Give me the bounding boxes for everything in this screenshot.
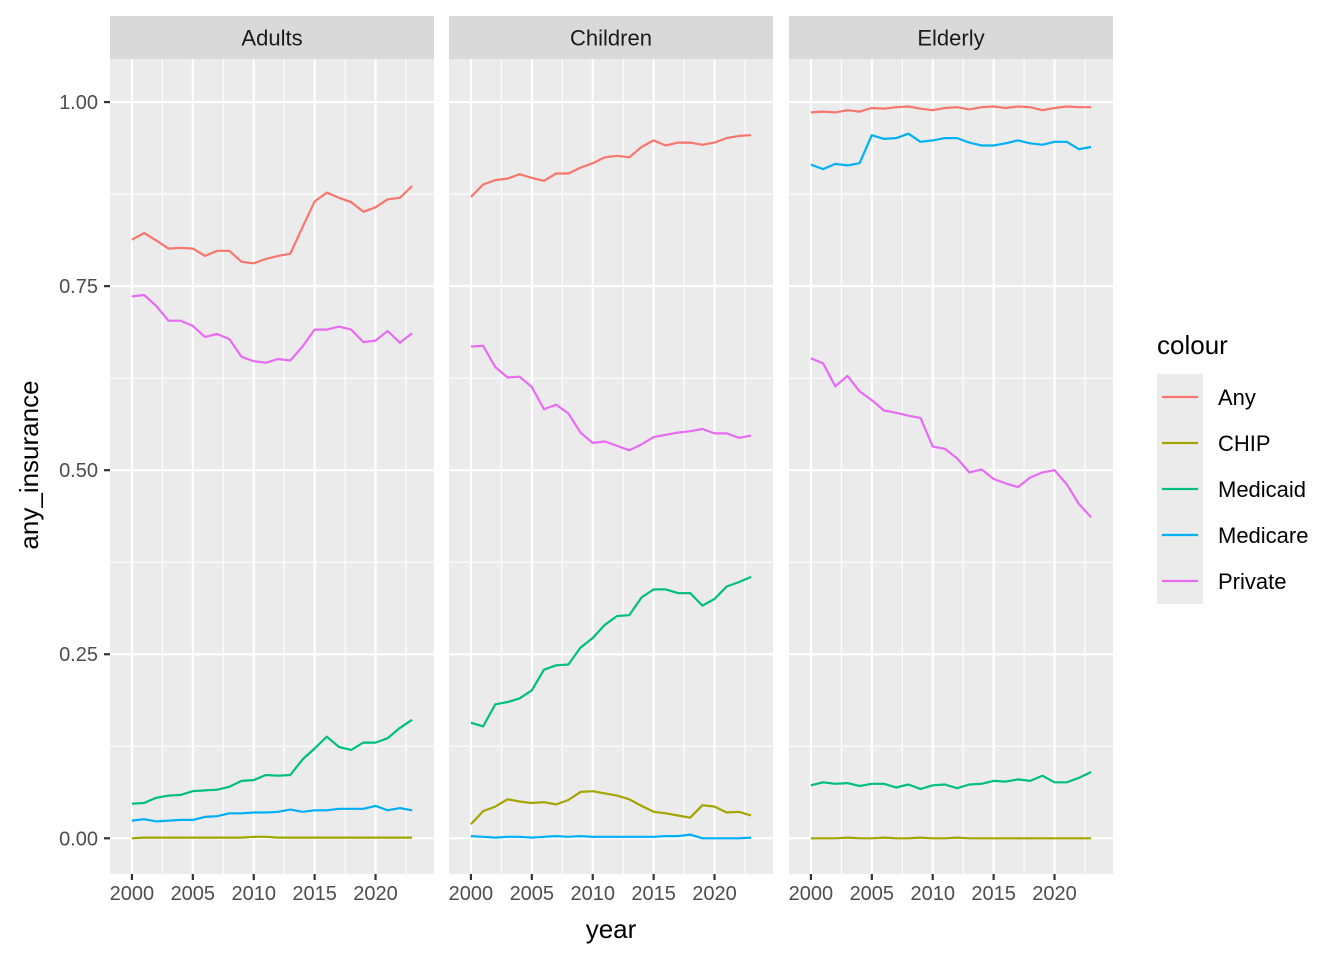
y-axis: 0.00 0.25 0.50 0.75 1.00 — [59, 92, 110, 850]
panel-adults: Adults — [110, 16, 434, 874]
series-line-private — [810, 357, 1092, 519]
x-tick-label: 2000 — [449, 883, 494, 905]
x-tick-label: 2005 — [510, 883, 555, 905]
legend-label: Any — [1218, 385, 1256, 410]
panel-background — [110, 59, 434, 874]
legend-item-private: Private — [1162, 569, 1286, 594]
x-tick-label: 2010 — [231, 883, 276, 905]
series-line-any — [131, 185, 413, 265]
x-tick-label: 2005 — [171, 883, 216, 905]
series-line-chip — [810, 836, 1092, 840]
x-tick-label: 2020 — [692, 883, 737, 905]
series-line-medicare — [470, 833, 752, 840]
y-tick-label: 0.50 — [59, 460, 98, 482]
y-tick-label: 0.25 — [59, 644, 98, 666]
x-axes: 2000 2005 2010 2015 2020 2000 2005 2010 2015 2020… — [110, 874, 1077, 905]
x-tick-label: 2015 — [971, 883, 1016, 905]
legend-item-chip: CHIP — [1162, 431, 1271, 456]
x-tick-label: 2010 — [570, 883, 615, 905]
legend-label: Medicaid — [1218, 477, 1306, 502]
series-line-any — [470, 134, 752, 198]
legend-item-medicare: Medicare — [1162, 523, 1308, 548]
x-tick-label: 2010 — [910, 883, 955, 905]
panel-background — [449, 59, 773, 874]
panel-children: Children — [449, 16, 773, 874]
series-line-chip — [131, 835, 413, 840]
panels-layer: Adults Children Elderly — [110, 16, 1113, 874]
panel-elderly: Elderly — [789, 16, 1113, 874]
series-line-medicaid — [470, 575, 752, 728]
y-tick-label: 0.75 — [59, 276, 98, 298]
series-line-private — [131, 293, 413, 364]
x-tick-label: 2020 — [353, 883, 398, 905]
series-line-chip — [470, 790, 752, 826]
legend-item-medicaid: Medicaid — [1162, 477, 1306, 502]
series-line-medicare — [131, 804, 413, 823]
y-axis-title: any_insurance — [14, 380, 44, 549]
legend-item-any: Any — [1162, 385, 1256, 410]
legend: colour Any CHIP Medicaid Medicare Private — [1157, 330, 1308, 604]
x-tick-label: 2005 — [850, 883, 895, 905]
facet-strip-label: Children — [570, 26, 652, 51]
legend-label: Medicare — [1218, 523, 1308, 548]
legend-label: CHIP — [1218, 431, 1271, 456]
x-tick-label: 2015 — [631, 883, 676, 905]
series-line-private — [470, 344, 752, 452]
facet-strip-label: Elderly — [917, 26, 984, 51]
y-tick-label: 1.00 — [59, 92, 98, 114]
facet-strip — [110, 16, 434, 59]
facet-strip — [449, 16, 773, 59]
x-axis-title: year — [586, 914, 637, 944]
legend-title: colour — [1157, 330, 1228, 360]
x-tick-label: 2015 — [292, 883, 337, 905]
facet-strip — [789, 16, 1113, 59]
legend-label: Private — [1218, 569, 1286, 594]
series-line-medicare — [810, 132, 1092, 171]
series-line-any — [810, 105, 1092, 114]
series-line-medicaid — [810, 771, 1092, 791]
x-tick-label: 2020 — [1032, 883, 1077, 905]
x-tick-label: 2000 — [789, 883, 834, 905]
y-tick-label: 0.00 — [59, 828, 98, 850]
x-tick-label: 2000 — [110, 883, 155, 905]
facet-strip-label: Adults — [241, 26, 302, 51]
panel-background — [789, 59, 1113, 874]
series-line-medicaid — [131, 718, 413, 805]
